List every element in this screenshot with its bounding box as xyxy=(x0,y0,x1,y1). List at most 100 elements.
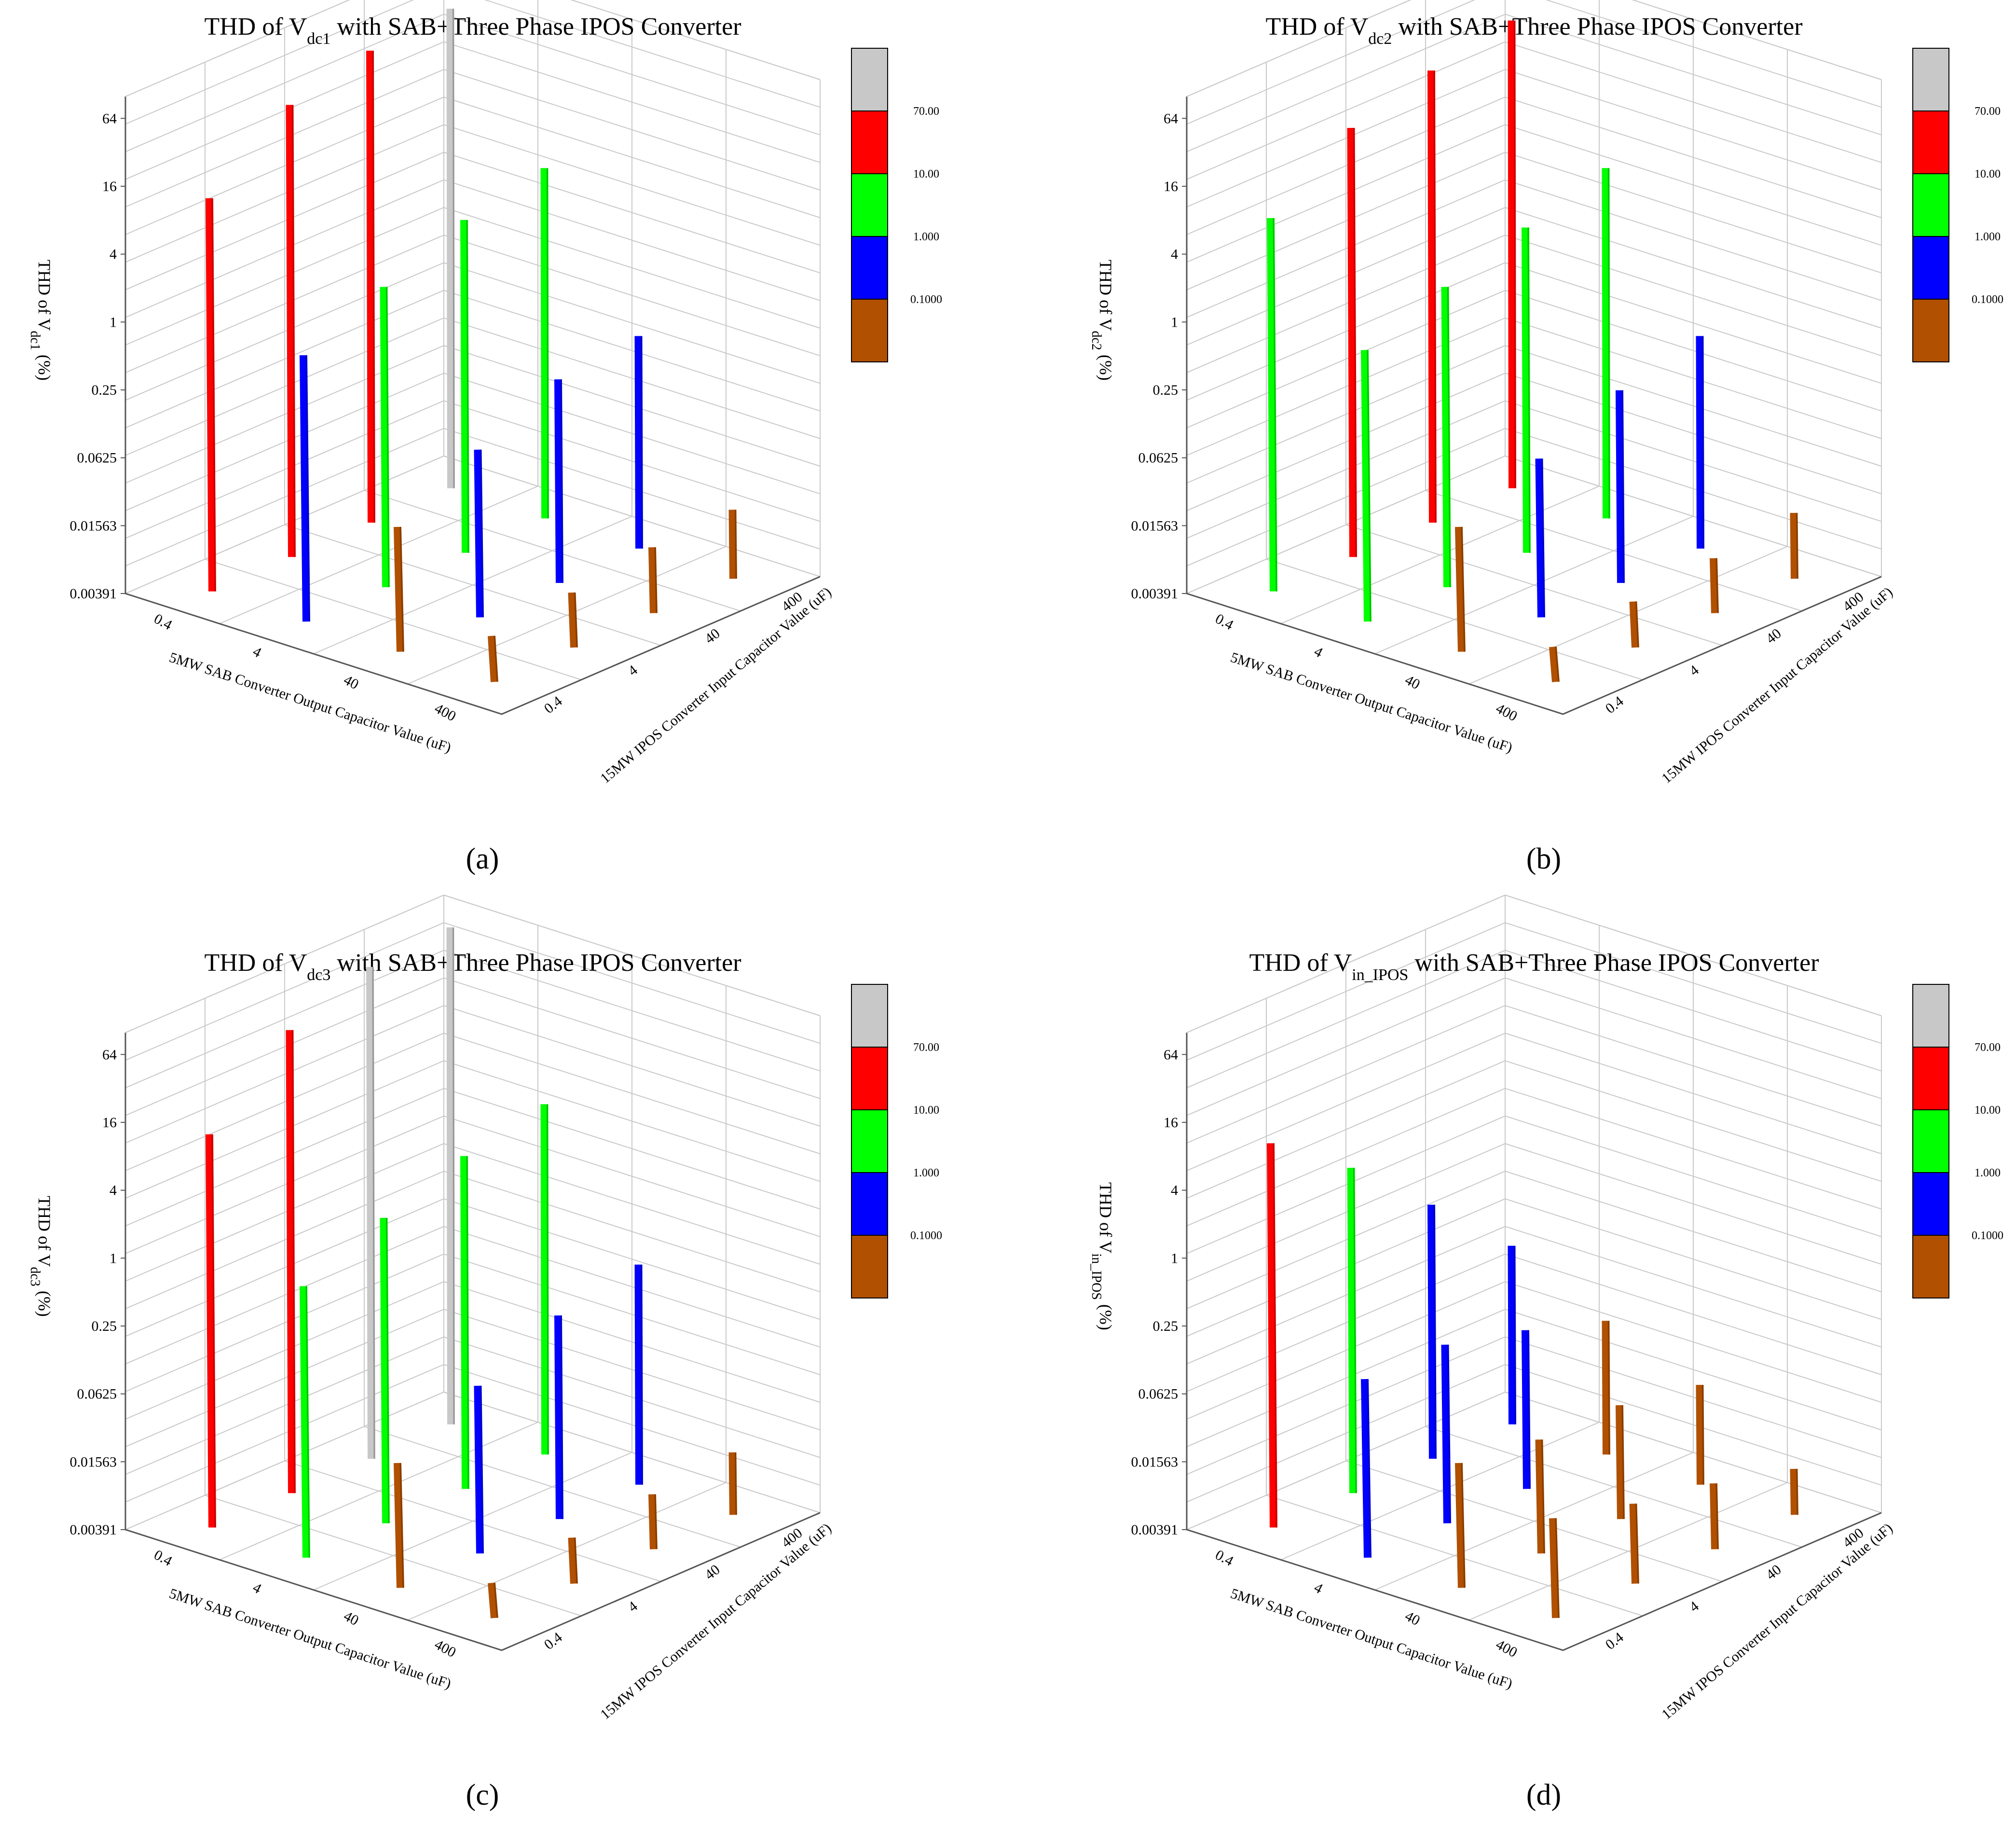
z-axis-label-main: THD of V xyxy=(1096,1182,1115,1253)
chart-title: THD of Vin_IPOS with SAB+Three Phase IPO… xyxy=(1249,949,1819,984)
chart-title-main: THD of V xyxy=(1249,949,1352,977)
bar-edge xyxy=(292,105,296,557)
z-gridline xyxy=(1186,97,1882,235)
y-tick-label: 40 xyxy=(702,625,723,647)
z-axis-label-sub: dc3 xyxy=(28,1267,43,1286)
bar-edge xyxy=(1621,1405,1625,1519)
z-gridline xyxy=(125,1253,821,1392)
bar-edge xyxy=(453,9,455,488)
chart-title-main: THD of V xyxy=(204,13,307,41)
legend-swatch xyxy=(1912,236,1949,300)
bar xyxy=(728,1452,737,1515)
bar xyxy=(1441,1344,1451,1523)
bar-edge xyxy=(1608,168,1610,519)
z-tick-label: 0.00391 xyxy=(70,586,117,602)
z-gridline xyxy=(1186,922,1882,1061)
grid-walls xyxy=(1186,894,1882,1651)
x-tick-label: 40 xyxy=(1402,1608,1423,1629)
bar xyxy=(1535,458,1545,618)
z-gridline xyxy=(1186,1005,1882,1144)
legend: 70.00 10.00 1.000 0.1000 xyxy=(851,48,942,362)
bar-edge xyxy=(1796,1469,1798,1515)
z-gridline xyxy=(1186,1115,1882,1254)
y-tick-label: 40 xyxy=(1763,625,1784,647)
z-gridline xyxy=(125,1005,821,1144)
z-gridline xyxy=(1186,1309,1882,1448)
bar xyxy=(568,592,578,648)
bar-edge xyxy=(1353,128,1357,557)
z-gridline xyxy=(1186,373,1882,511)
bar xyxy=(1696,1385,1704,1485)
floor-gridline xyxy=(1345,524,1723,646)
bar-edge xyxy=(386,1217,390,1523)
axis-frame xyxy=(1186,97,1882,715)
bar-edge xyxy=(1514,20,1516,488)
bar xyxy=(1602,168,1610,519)
z-axis-label-sub: in_IPOS xyxy=(1089,1253,1104,1299)
bar-edge xyxy=(1635,1504,1639,1584)
bars xyxy=(206,9,737,682)
legend-swatch xyxy=(1912,984,1949,1048)
z-tick-label: 4 xyxy=(1171,247,1178,262)
bar-edge xyxy=(654,547,658,613)
bar-edge xyxy=(494,1583,498,1618)
z-gridline xyxy=(125,428,821,566)
z-tick-label: 1 xyxy=(1171,314,1178,330)
bar xyxy=(474,1385,484,1554)
bar xyxy=(460,1156,469,1489)
legend-label: 0.1000 xyxy=(1972,1229,2003,1242)
chart-title-main: THD of V xyxy=(1265,13,1368,41)
bar-edge xyxy=(372,50,375,523)
bar-edge xyxy=(1353,1168,1357,1493)
axis-frame xyxy=(124,1033,821,1651)
z-gridline xyxy=(125,290,821,428)
bar xyxy=(474,449,484,618)
bar-edge xyxy=(1367,1379,1371,1558)
z-axis-label-sub: dc2 xyxy=(1089,331,1104,350)
bar-edge xyxy=(547,168,549,519)
legend-swatch xyxy=(851,984,888,1048)
z-gridline xyxy=(1186,1364,1882,1503)
bar-edge xyxy=(399,1463,404,1588)
bar-edge xyxy=(1447,1344,1451,1523)
bar-edge xyxy=(1608,1321,1610,1455)
bar-edge xyxy=(1273,218,1277,592)
chart-title-sub: dc3 xyxy=(307,966,330,984)
bar-edge xyxy=(372,967,375,1459)
bar xyxy=(1522,1330,1531,1489)
bar xyxy=(540,168,549,519)
z-gridline xyxy=(1186,124,1882,263)
bar xyxy=(1361,1379,1371,1558)
bar-edge xyxy=(1635,601,1639,648)
z-tick-label: 16 xyxy=(1164,179,1178,194)
legend-swatch xyxy=(1912,1109,1949,1173)
z-gridline xyxy=(1186,262,1882,401)
bar xyxy=(1710,558,1719,613)
legend-label: 0.1000 xyxy=(1972,293,2003,306)
bar-edge xyxy=(654,1494,658,1549)
z-gridline xyxy=(125,345,821,484)
y-tick-label: 0.4 xyxy=(541,1629,565,1653)
bar-edge xyxy=(560,379,563,583)
bar xyxy=(1549,1518,1560,1618)
legend-swatch xyxy=(1912,48,1949,111)
z-gridline xyxy=(1186,1143,1882,1282)
legend: 70.00 10.00 1.000 0.1000 xyxy=(1912,984,2003,1298)
x-axis-label: 5MW SAB Converter Output Capacitor Value… xyxy=(167,649,453,756)
bar xyxy=(206,198,216,592)
panel-caption: (d) xyxy=(1526,1779,1561,1811)
bar xyxy=(1602,1321,1610,1455)
x-tick-label: 40 xyxy=(1402,672,1423,692)
bar xyxy=(554,379,563,583)
z-tick-label: 1 xyxy=(110,1250,117,1266)
bar-edge xyxy=(1447,287,1451,587)
z-tick-label: 0.01563 xyxy=(1131,518,1179,534)
top-frame xyxy=(125,0,821,97)
z-axis-label-sub: dc1 xyxy=(28,331,43,350)
chart-panel: 0.00391 0.01563 0.0625 0.25 1 4 16 64 0.4 4 40 400 0… xyxy=(28,0,942,787)
z-gridline xyxy=(1186,1060,1882,1199)
floor-gridline xyxy=(364,490,741,612)
z-tick-label: 0.00391 xyxy=(1131,586,1179,602)
z-gridline xyxy=(125,1115,821,1254)
floor-gridline xyxy=(284,524,661,646)
